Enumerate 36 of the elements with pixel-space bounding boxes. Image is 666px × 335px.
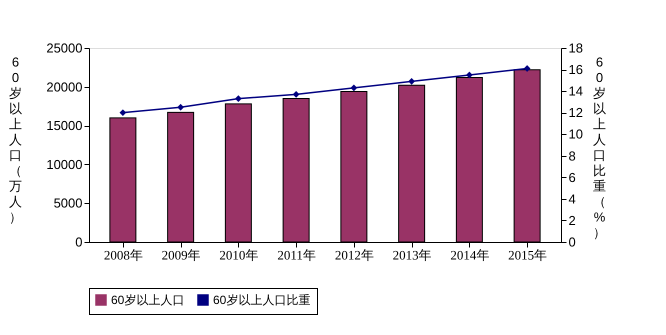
- y2-tick-label: 10: [568, 126, 583, 142]
- point: [408, 78, 415, 85]
- point: [350, 84, 358, 92]
- text: 60岁以上人口比重（%）: [593, 54, 606, 240]
- point: [235, 95, 242, 102]
- text: 60岁以上人口（万人）: [9, 54, 22, 224]
- y2-tick-label: 6: [568, 170, 576, 185]
- y-tick-label: 20000: [46, 79, 82, 94]
- y-tick-label: 5000: [54, 196, 82, 211]
- x-tick-label: 2008年: [104, 248, 143, 262]
- x-tick-label: 2009年: [162, 248, 201, 262]
- x-tick-label: 2013年: [392, 248, 432, 262]
- x-tick-label: 2014年: [450, 248, 490, 262]
- x-tick-label: 2012年: [334, 248, 374, 262]
- point: [292, 90, 300, 98]
- x-tick-label: 2010年: [219, 248, 258, 262]
- legend-label: 60岁以上人口: [111, 293, 184, 307]
- y-tick-label: 25000: [46, 40, 82, 56]
- y2-tick-label: 14: [568, 84, 583, 99]
- y-tick-label: 10000: [46, 156, 82, 172]
- y2-tick-label: 4: [568, 191, 576, 206]
- y2-tick-label: 16: [568, 62, 583, 78]
- point: [120, 109, 126, 116]
- y2-tick-label: 0: [568, 234, 576, 250]
- y-tick-label: 15000: [46, 118, 82, 134]
- x-tick-label: 2011年: [277, 248, 316, 262]
- y2-tick-label: 2: [568, 212, 576, 228]
- y2-tick-label: 8: [568, 148, 576, 164]
- y-tick-label: 0: [75, 234, 82, 250]
- point: [524, 65, 530, 72]
- y2-tick-label: 18: [568, 40, 583, 56]
- y2-tick-label: 12: [568, 105, 583, 120]
- point: [177, 104, 184, 111]
- point: [466, 72, 473, 78]
- legend-label: 60岁以上人口比重: [213, 293, 310, 307]
- x-tick-label: 2015年: [508, 248, 548, 262]
